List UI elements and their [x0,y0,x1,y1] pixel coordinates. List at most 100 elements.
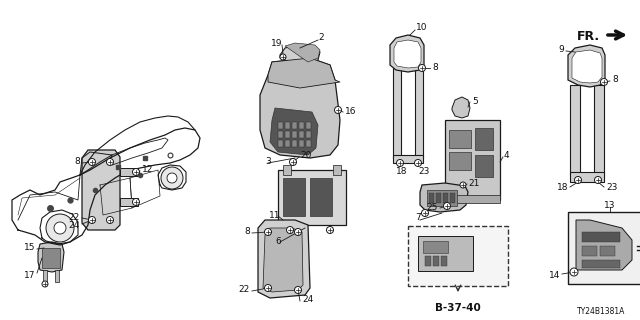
Circle shape [280,54,286,60]
Text: 24: 24 [302,295,313,305]
Bar [475,128,493,150]
Bar [285,131,290,138]
Bar [445,195,500,203]
Bar [55,270,59,282]
Text: 19: 19 [271,38,282,47]
Bar [278,131,283,138]
Bar [283,165,291,175]
Circle shape [264,228,271,236]
Bar [475,155,493,177]
Bar [449,152,471,170]
Circle shape [570,268,578,276]
Bar [418,236,473,271]
Bar [310,178,332,216]
Bar [570,85,580,175]
Text: 11: 11 [269,211,281,220]
Text: TY24B1381A: TY24B1381A [577,308,625,316]
Circle shape [106,217,113,223]
Text: 8: 8 [244,228,250,236]
Circle shape [422,210,429,217]
Polygon shape [568,45,605,87]
Bar [292,140,297,147]
Circle shape [600,78,607,85]
Bar [393,68,401,158]
Circle shape [289,158,296,165]
Circle shape [460,182,466,188]
Bar [393,155,423,163]
Bar [594,85,604,175]
Text: B-37-40: B-37-40 [435,303,481,313]
Bar [582,260,620,268]
Polygon shape [572,50,602,83]
Circle shape [419,65,426,71]
Circle shape [294,228,301,236]
Text: 18: 18 [396,167,408,177]
Circle shape [88,217,95,223]
Bar [306,131,311,138]
Text: 8: 8 [74,157,80,166]
Polygon shape [260,58,340,158]
Bar [120,168,138,176]
Circle shape [397,159,403,166]
Polygon shape [285,43,320,62]
Bar [415,68,423,158]
Text: 6: 6 [275,237,281,246]
Bar [278,170,346,225]
Text: 14: 14 [548,270,560,279]
Text: 22: 22 [239,285,250,294]
Circle shape [106,158,113,165]
Polygon shape [390,35,424,72]
Circle shape [294,286,301,293]
Bar [425,256,431,266]
Text: 22: 22 [68,213,80,222]
Polygon shape [263,228,303,292]
Bar [408,226,508,286]
Text: 4: 4 [504,150,509,159]
Bar [433,256,439,266]
Text: 18: 18 [557,183,568,193]
Circle shape [88,158,95,165]
Circle shape [42,281,48,287]
Circle shape [54,222,66,234]
Text: 8: 8 [612,76,618,84]
Circle shape [326,227,333,234]
Polygon shape [268,58,340,88]
Text: 7: 7 [415,213,421,222]
Bar [445,120,500,200]
Circle shape [415,159,422,166]
Bar [449,130,471,148]
Bar [582,232,620,242]
Bar [120,198,138,206]
Bar [333,165,341,175]
Circle shape [161,167,183,189]
Polygon shape [258,220,310,298]
Text: 23: 23 [418,167,429,177]
Bar [292,131,297,138]
Bar [427,190,457,206]
Polygon shape [394,40,421,68]
Bar [285,140,290,147]
Text: 5: 5 [472,97,477,106]
Circle shape [46,214,74,242]
Text: 8: 8 [432,62,438,71]
Circle shape [264,284,271,292]
Text: 16: 16 [345,108,356,116]
Text: 20: 20 [300,150,312,159]
Circle shape [444,203,451,210]
Circle shape [575,177,582,183]
Bar [568,212,640,284]
Polygon shape [270,108,318,155]
Polygon shape [280,45,320,64]
Bar [450,193,455,203]
Polygon shape [420,183,468,212]
Polygon shape [576,220,632,270]
Bar [43,270,47,282]
Text: 15: 15 [24,244,35,252]
Bar [299,131,304,138]
Text: 17: 17 [24,270,35,279]
Text: 3: 3 [265,157,271,166]
Text: 12: 12 [142,165,154,174]
Polygon shape [452,97,470,118]
Bar [278,140,283,147]
Text: 23: 23 [606,183,618,193]
